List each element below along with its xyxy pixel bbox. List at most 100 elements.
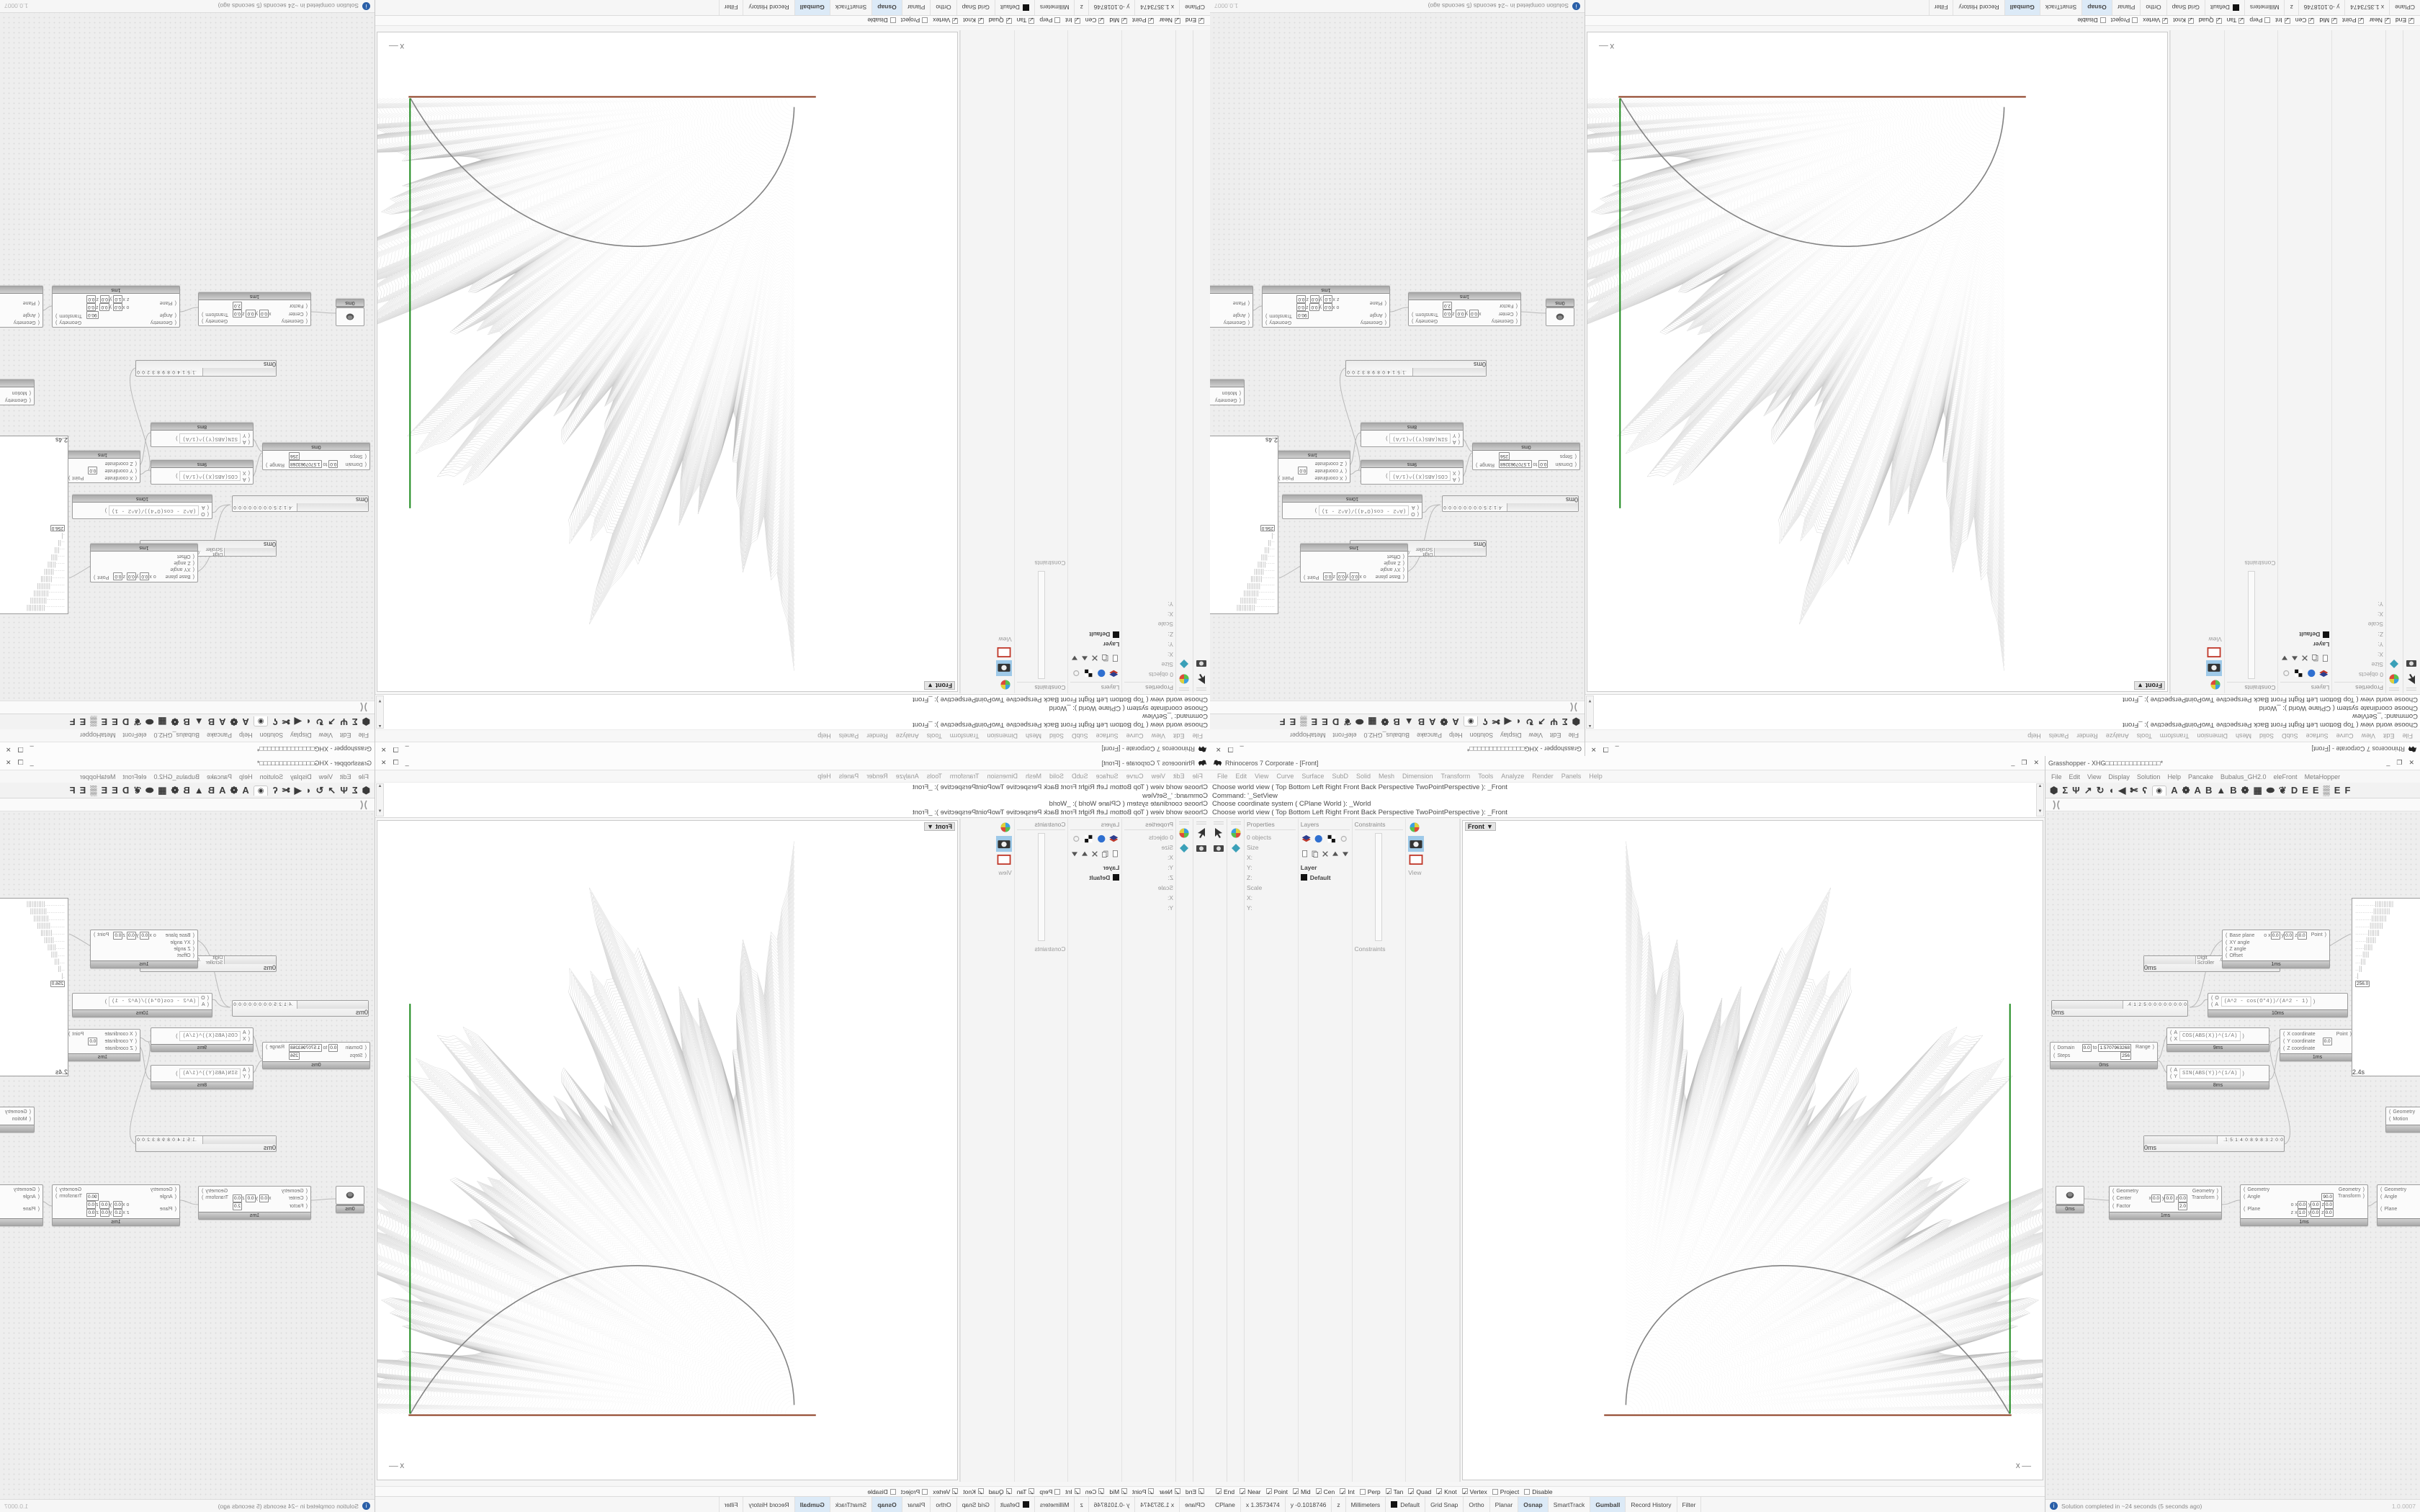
- slider-track[interactable]: .4 1 2 5 0 0 0 0 0 0 0 0: [2052, 1001, 2187, 1009]
- input-port[interactable]: (X: [2170, 1037, 2178, 1042]
- port-dot[interactable]: (: [29, 1110, 31, 1115]
- input-port[interactable]: (A: [242, 477, 250, 482]
- named-view-icon[interactable]: [1408, 852, 1424, 868]
- checkbox[interactable]: ✓: [1005, 16, 1012, 24]
- camera-icon[interactable]: [1212, 842, 1225, 855]
- rhino-status-bar[interactable]: CPlane x 1.3573474 y -0.1018746 z Millim…: [375, 1496, 1210, 1512]
- checkbox[interactable]: ✓: [1028, 16, 1035, 24]
- number-value[interactable]: 0.0: [88, 467, 98, 474]
- toolbar-grip[interactable]: [1179, 688, 1190, 690]
- port-dot[interactable]: (: [1574, 462, 1577, 467]
- move-component[interactable]: (Geometry(Motionx1.0 y0.0 z0.0Geometry)T…: [2385, 1107, 2420, 1133]
- number-value[interactable]: 256: [288, 1052, 300, 1060]
- port-dot[interactable]: ): [202, 1195, 204, 1200]
- number-value[interactable]: 0.0: [99, 1201, 109, 1209]
- ribbon-icon-a2[interactable]: ❁: [230, 716, 238, 727]
- menu-subd[interactable]: SubD: [2282, 732, 2298, 739]
- port-dot[interactable]: (: [2389, 1117, 2391, 1122]
- gh-menu-help[interactable]: Help: [1449, 732, 1463, 739]
- rhino-menubar[interactable]: File Edit View Curve Surface SubD Solid …: [375, 770, 1210, 783]
- port-dot[interactable]: (: [37, 320, 40, 325]
- expression-text[interactable]: COS(ABS(X))^(1/A): [179, 1031, 241, 1041]
- geometry-pipeline-icon[interactable]: [2050, 798, 2063, 811]
- number-value[interactable]: 0.0: [2311, 1201, 2321, 1209]
- gh-menu-edit[interactable]: Edit: [2069, 773, 2081, 780]
- ribbon-tab-active[interactable]: ◉: [253, 716, 269, 727]
- menu-surface[interactable]: Surface: [1095, 732, 1119, 739]
- grasshopper-menubar[interactable]: File Edit View Display Solution Help Pan…: [1210, 729, 1585, 742]
- scroll-down-icon[interactable]: ▼: [377, 698, 382, 703]
- osnap-near[interactable]: ✓Near: [1240, 1488, 1261, 1496]
- gh-menu-edit[interactable]: Edit: [1549, 732, 1561, 739]
- number-value[interactable]: 1.0: [113, 1209, 123, 1217]
- ribbon-icon-b3[interactable]: B: [183, 785, 190, 796]
- input-port[interactable]: (Geometry: [86, 319, 176, 325]
- checkbox[interactable]: ✓: [2238, 16, 2245, 24]
- number-value[interactable]: 0.0: [2081, 1044, 2092, 1052]
- ribbon-icon-e1[interactable]: E: [112, 716, 118, 727]
- layers-tabs[interactable]: [2281, 667, 2330, 680]
- gear-icon[interactable]: [2281, 667, 2292, 680]
- constraint-slider[interactable]: [1375, 833, 1383, 941]
- ribbon-icon-c2[interactable]: ▦: [158, 785, 167, 796]
- move-down-icon[interactable]: [1070, 847, 1079, 860]
- toolbar-palette-left-2[interactable]: [1175, 30, 1193, 693]
- input-port[interactable]: (A: [242, 1030, 250, 1035]
- port-dot[interactable]: (: [135, 461, 137, 466]
- output-port[interactable]: Range): [1476, 462, 1494, 468]
- number-value[interactable]: 90.0: [1296, 311, 1309, 319]
- ribbon-icon-a2[interactable]: ❁: [1440, 716, 1448, 727]
- ribbon-icon-vector[interactable]: ↗: [328, 785, 336, 796]
- port-dot[interactable]: ): [1412, 312, 1414, 317]
- port-dot[interactable]: ): [2362, 1187, 2365, 1192]
- ribbon-icon-b2[interactable]: ▲: [194, 716, 204, 727]
- geometry-pipeline-icon[interactable]: [1567, 701, 1580, 714]
- output-port[interactable]: Geometry): [1265, 319, 1292, 325]
- ribbon-icon-f1[interactable]: F: [69, 785, 76, 796]
- status-toggle-gridsnap[interactable]: Grid Snap: [1425, 1496, 1464, 1512]
- number-value[interactable]: 0.0: [259, 310, 269, 318]
- gh-menu-bubalus[interactable]: Bubalus_GH2.0: [153, 732, 200, 739]
- port-dot[interactable]: (: [1384, 320, 1386, 325]
- status-toggle-gridsnap[interactable]: Grid Snap: [956, 0, 995, 16]
- osnap-bar[interactable]: ✓End ✓Near ✓Point ✓Mid ✓Cen ✓Int Perp ✓T…: [1585, 16, 2420, 26]
- checkbox[interactable]: ✓: [1074, 16, 1080, 24]
- input-port[interactable]: (Z coordinate: [88, 1045, 137, 1052]
- ribbon-icon-e3[interactable]: ▒: [90, 716, 97, 727]
- input-port[interactable]: (XY angle: [2226, 940, 2307, 946]
- number-slider-5140898320[interactable]: .1 5 1 4 0 8 9 8 3 2 0 0 0ms: [1345, 360, 1487, 377]
- port-dot[interactable]: (: [1515, 303, 1518, 308]
- ribbon-icon-mesh[interactable]: ◀: [2118, 785, 2126, 796]
- status-toggle-osnap[interactable]: Osnap: [2081, 0, 2112, 16]
- input-port[interactable]: (Geometry: [233, 1188, 308, 1194]
- checkbox[interactable]: ✓: [1148, 1488, 1155, 1496]
- command-history-pane[interactable]: Choose world view ( Top Bottom Left Righ…: [375, 783, 1210, 818]
- ribbon-icon-c3[interactable]: ⬬: [145, 785, 154, 796]
- menu-view[interactable]: View: [1255, 773, 1269, 780]
- osnap-project[interactable]: Project: [2111, 17, 2138, 24]
- input-port[interactable]: (Steps 256: [1498, 452, 1577, 460]
- slider-track[interactable]: .1 5 1 4 0 8 9 8 3 2 0 0: [136, 1136, 276, 1144]
- gh-menu-view[interactable]: View: [318, 773, 333, 780]
- osnap-int[interactable]: ✓Int: [1340, 1488, 1355, 1496]
- number-value[interactable]: 0.0: [2151, 1194, 2161, 1202]
- command-scrollbar[interactable]: ▲ ▼: [2036, 783, 2044, 816]
- status-toggle-filter[interactable]: Filter: [1928, 0, 1953, 16]
- material-tab-icon[interactable]: [1095, 667, 1106, 680]
- output-port[interactable]: Point): [68, 474, 84, 481]
- port-dot[interactable]: (: [1402, 567, 1404, 572]
- number-value[interactable]: 0.0: [113, 572, 123, 580]
- menu-subd[interactable]: SubD: [1072, 773, 1088, 780]
- number-value[interactable]: 256.0: [1260, 525, 1275, 531]
- gear-icon[interactable]: [1071, 667, 1082, 680]
- color-wheel-icon[interactable]: [1178, 827, 1191, 840]
- expression-a2-cos[interactable]: (O(A (A^2 - cos(O*4))/(A^2 - 1)) 10ms: [2208, 993, 2348, 1017]
- input-port[interactable]: (Z angle: [113, 946, 194, 953]
- geometry-pipeline-icon[interactable]: [357, 701, 370, 714]
